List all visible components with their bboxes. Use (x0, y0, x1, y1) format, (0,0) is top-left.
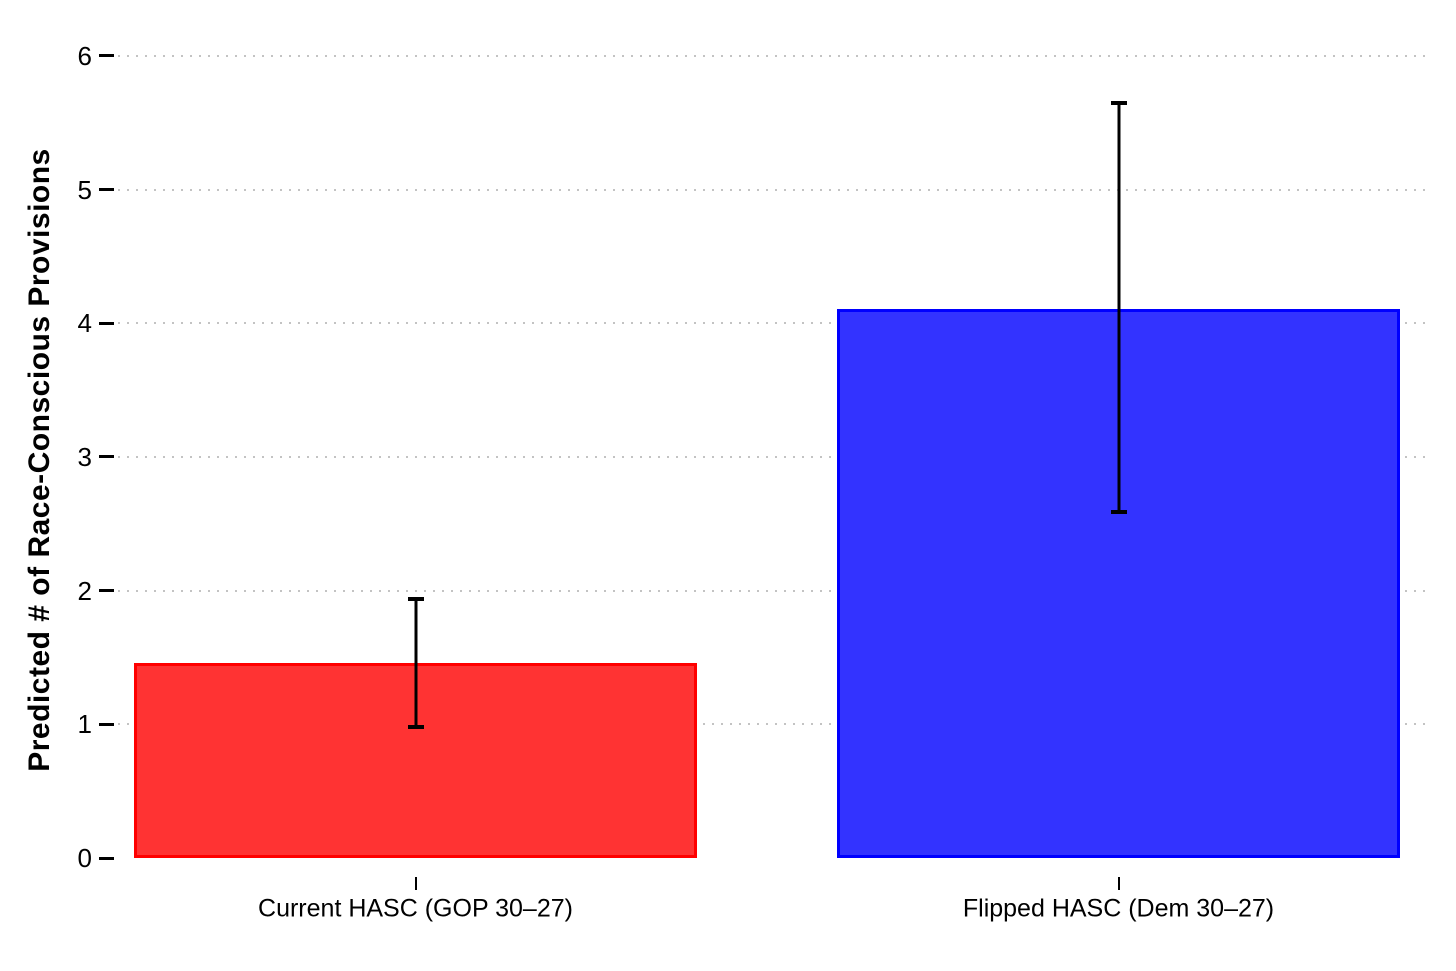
y-gridline (118, 322, 1428, 325)
error-bar-cap-bottom (1110, 509, 1127, 514)
x-category-label: Flipped HASC (Dem 30–27) (962, 894, 1275, 923)
y-gridline (118, 455, 1428, 458)
y-gridline (118, 723, 1428, 726)
error-bar-line (414, 598, 417, 727)
error-bar-line (1117, 102, 1120, 512)
y-tick-label: 1 (77, 709, 92, 740)
y-tick (99, 856, 114, 860)
y-gridline (118, 188, 1428, 191)
y-tick (99, 722, 114, 726)
y-tick (99, 321, 114, 325)
x-tick (414, 877, 417, 890)
y-tick (99, 188, 114, 192)
y-gridline (118, 589, 1428, 592)
x-category-label: Current HASC (GOP 30–27) (258, 894, 573, 923)
y-tick-label: 3 (77, 441, 92, 472)
y-tick (99, 455, 114, 459)
bar-flipped-hasc (837, 308, 1400, 858)
y-tick (99, 54, 114, 58)
error-bar-cap-top (407, 596, 424, 601)
x-tick (1117, 877, 1120, 890)
y-tick-label: 2 (77, 575, 92, 606)
y-tick-label: 0 (77, 843, 92, 873)
error-bar-cap-bottom (407, 725, 424, 729)
y-tick-label: 4 (77, 308, 92, 339)
y-tick (99, 589, 114, 593)
error-bar-cap-top (1110, 100, 1127, 105)
y-tick-label: 5 (77, 174, 92, 205)
y-gridline (118, 54, 1428, 57)
y-tick-label: 6 (77, 40, 92, 71)
